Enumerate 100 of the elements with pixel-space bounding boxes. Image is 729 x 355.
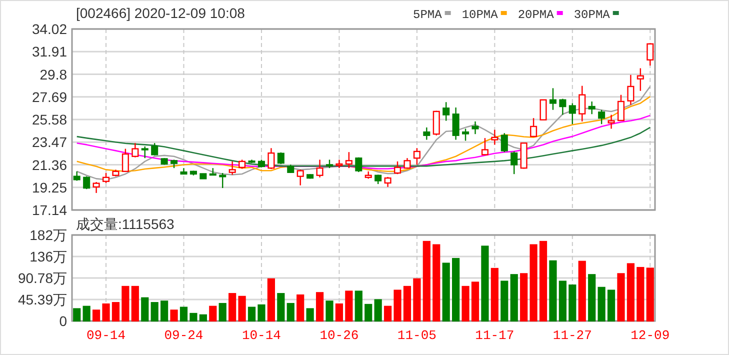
bar bbox=[626, 263, 635, 322]
y-tick-label: 19.25 bbox=[32, 179, 68, 196]
candlestick bbox=[413, 148, 420, 166]
candlestick bbox=[510, 150, 518, 175]
bar bbox=[267, 278, 275, 322]
bar bbox=[403, 286, 412, 322]
bar bbox=[141, 297, 149, 322]
x-tick-label: 10-26 bbox=[320, 328, 359, 343]
bar bbox=[326, 300, 334, 322]
candlestick bbox=[141, 146, 148, 159]
x-tick-label: 09-24 bbox=[164, 328, 204, 343]
candlestick bbox=[336, 159, 343, 169]
x-tick-label: 11-05 bbox=[397, 328, 436, 343]
bar bbox=[82, 306, 90, 322]
y-tick-label: 27.69 bbox=[32, 88, 68, 105]
bar bbox=[112, 302, 120, 322]
x-tick-label: 09-14 bbox=[86, 328, 126, 343]
bar bbox=[607, 290, 616, 322]
candlestick bbox=[481, 137, 488, 156]
candlestick bbox=[540, 99, 547, 120]
candlestick bbox=[83, 176, 90, 190]
bar bbox=[238, 296, 246, 322]
candlestick bbox=[268, 148, 275, 170]
bar bbox=[462, 286, 470, 322]
bar bbox=[530, 244, 538, 322]
x-tick-label: 12-09 bbox=[630, 328, 670, 343]
bar bbox=[92, 310, 100, 322]
bar bbox=[286, 302, 294, 322]
bar bbox=[500, 280, 508, 322]
bar bbox=[636, 266, 644, 322]
candlestick bbox=[559, 98, 566, 116]
bar bbox=[180, 306, 188, 322]
bar bbox=[354, 290, 362, 322]
bar bbox=[481, 246, 489, 322]
bar bbox=[131, 286, 139, 322]
candlestick bbox=[238, 159, 246, 170]
candlestick bbox=[228, 160, 236, 176]
bar bbox=[258, 304, 266, 322]
y-tick-label: 45.39万 bbox=[18, 292, 67, 308]
candlestick bbox=[277, 152, 284, 165]
bar bbox=[374, 299, 382, 322]
y-tick-label: 90.78万 bbox=[18, 270, 67, 286]
y-tick-label: 0 bbox=[59, 313, 68, 329]
candlestick bbox=[598, 109, 606, 125]
candlestick bbox=[345, 151, 352, 169]
candlestick bbox=[316, 159, 324, 178]
candlestick bbox=[491, 129, 498, 146]
bar bbox=[296, 294, 304, 322]
line-series bbox=[76, 86, 651, 180]
y-tick-label: 182万 bbox=[30, 227, 67, 243]
bar bbox=[617, 273, 625, 322]
candlestick bbox=[608, 114, 615, 130]
bar bbox=[102, 303, 110, 322]
bar bbox=[209, 306, 217, 322]
bar bbox=[549, 260, 557, 322]
bar bbox=[510, 274, 518, 322]
legend-label: 20PMA bbox=[518, 8, 555, 22]
candlestick bbox=[151, 142, 158, 156]
bar bbox=[345, 290, 353, 322]
y-tick-label: 21.36 bbox=[32, 156, 68, 173]
bar bbox=[306, 308, 314, 322]
y-tick-label: 23.47 bbox=[32, 134, 68, 150]
candlestick bbox=[355, 156, 362, 173]
bar bbox=[170, 310, 178, 322]
bar bbox=[471, 282, 480, 322]
bar bbox=[413, 278, 421, 322]
bar bbox=[73, 308, 81, 322]
candlestick bbox=[452, 106, 460, 140]
candlestick bbox=[578, 85, 586, 122]
candlestick bbox=[384, 176, 392, 188]
bar bbox=[490, 268, 498, 322]
bar bbox=[364, 304, 372, 322]
bar bbox=[277, 293, 285, 322]
candlestick bbox=[423, 126, 430, 140]
y-tick-label: 34.02 bbox=[32, 21, 68, 37]
candlestick bbox=[462, 128, 470, 142]
legend-label: 5PMA bbox=[413, 8, 443, 22]
legend-label: 10PMA bbox=[462, 8, 499, 22]
bar bbox=[150, 302, 158, 322]
bar bbox=[228, 293, 236, 322]
bar bbox=[598, 286, 606, 322]
bar bbox=[190, 312, 198, 322]
y-tick-label: 136万 bbox=[30, 248, 67, 264]
candlestick bbox=[530, 118, 538, 138]
candlestick bbox=[472, 120, 479, 135]
candlestick bbox=[92, 181, 100, 194]
bar bbox=[442, 262, 450, 322]
chart-title: 成交量:1115563 bbox=[76, 216, 175, 232]
candlestick bbox=[568, 102, 576, 125]
bar bbox=[160, 300, 168, 322]
bar bbox=[394, 290, 402, 322]
candlestick bbox=[588, 100, 596, 115]
bar bbox=[578, 260, 586, 322]
candlestick bbox=[219, 172, 226, 189]
bar bbox=[248, 306, 256, 322]
bar bbox=[568, 284, 576, 322]
legend-label: 30PMA bbox=[574, 8, 611, 22]
candlestick bbox=[646, 42, 654, 66]
x-tick-label: 11-17 bbox=[475, 328, 514, 343]
bar bbox=[452, 258, 460, 322]
